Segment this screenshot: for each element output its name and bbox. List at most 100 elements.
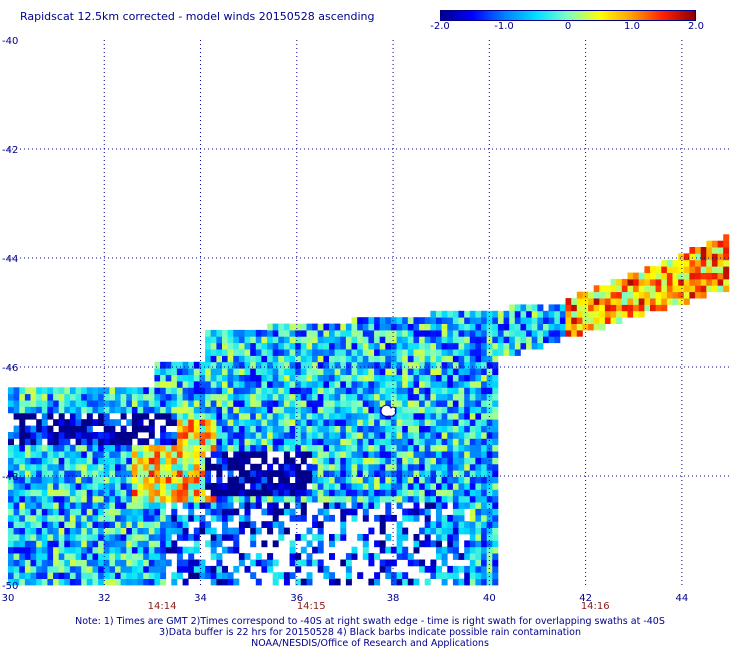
wind-cell — [616, 298, 623, 305]
wind-cell — [599, 310, 606, 318]
wind-cell — [306, 336, 313, 344]
wind-cell — [272, 438, 279, 446]
wind-cell — [351, 400, 358, 407]
wind-cell — [430, 387, 437, 395]
wind-cell — [154, 451, 161, 458]
wind-cell — [98, 508, 105, 516]
wind-cell — [216, 502, 223, 509]
wind-cell — [486, 361, 493, 369]
wind-cell — [92, 451, 99, 458]
wind-cell — [390, 323, 397, 331]
wind-cell — [452, 444, 459, 452]
wind-cell — [13, 444, 20, 452]
wind-cell — [306, 349, 313, 356]
wind-cell — [351, 438, 358, 446]
wind-cell — [109, 572, 116, 579]
wind-cell — [300, 438, 307, 446]
wind-cell — [222, 457, 228, 465]
wind-cell — [53, 540, 60, 548]
wind-cell — [396, 572, 403, 579]
wind-cell — [396, 534, 403, 541]
wind-cell — [374, 572, 381, 579]
wind-cell — [143, 527, 150, 535]
wind-cell — [30, 521, 37, 528]
wind-cell — [238, 342, 245, 350]
wind-cell — [81, 546, 88, 554]
wind-cell — [413, 495, 420, 503]
wind-cell — [385, 381, 392, 388]
wind-cell — [469, 329, 476, 337]
wind-cell — [678, 285, 685, 293]
wind-cell — [272, 381, 279, 388]
wind-cell — [723, 266, 730, 273]
wind-cell — [86, 476, 93, 484]
wind-cell — [604, 291, 611, 299]
wind-cell — [41, 534, 48, 541]
wind-cell — [436, 565, 442, 573]
wind-cell — [711, 247, 718, 254]
wind-cell — [469, 514, 476, 522]
wind-cell — [306, 451, 313, 458]
wind-cell — [317, 361, 324, 369]
wind-cell — [92, 534, 99, 541]
wind-cell — [379, 381, 386, 388]
wind-cell — [526, 329, 533, 337]
wind-cell — [109, 508, 116, 516]
wind-cell — [267, 553, 274, 560]
wind-cell — [362, 412, 369, 420]
wind-cell — [120, 559, 127, 567]
wind-cell — [503, 329, 510, 337]
wind-cell — [109, 565, 116, 573]
wind-cell — [402, 514, 409, 522]
wind-cell — [131, 406, 138, 414]
wind-cell — [19, 406, 26, 414]
wind-cell — [30, 495, 37, 503]
wind-cell — [261, 342, 268, 350]
wind-cell — [419, 463, 426, 471]
wind-cell — [323, 393, 330, 401]
wind-cell — [413, 470, 420, 477]
wind-cell — [233, 349, 240, 356]
wind-cell — [323, 342, 330, 350]
wind-cell — [24, 444, 31, 452]
wind-cell — [481, 559, 488, 567]
wind-cell — [58, 432, 65, 439]
wind-cell — [255, 444, 262, 452]
wind-cell — [379, 329, 386, 337]
wind-cell — [283, 527, 290, 535]
wind-cell — [115, 508, 121, 516]
wind-cell — [182, 546, 189, 554]
wind-cell — [86, 463, 93, 471]
wind-cell — [357, 342, 364, 350]
wind-cell — [317, 355, 324, 363]
wind-cell — [368, 470, 375, 477]
wind-cell — [396, 553, 403, 560]
wind-cell — [154, 393, 161, 401]
wind-cell — [458, 553, 465, 560]
wind-cell — [537, 310, 544, 318]
wind-cell — [53, 534, 60, 541]
wind-cell — [458, 355, 465, 363]
wind-cell — [64, 521, 71, 528]
wind-cell — [182, 432, 189, 439]
wind-cell — [53, 508, 60, 516]
wind-cell — [655, 272, 662, 280]
wind-cell — [171, 400, 178, 407]
wind-cell — [486, 432, 493, 439]
wind-cell — [402, 508, 409, 516]
wind-cell — [469, 342, 476, 350]
wind-cell — [148, 393, 155, 401]
wind-cell — [126, 559, 133, 567]
wind-cell — [711, 253, 718, 261]
wind-cell — [165, 483, 172, 490]
wind-cell — [396, 502, 403, 509]
x-tick-label: 36 — [290, 593, 303, 604]
wind-cell — [447, 438, 454, 446]
wind-cell — [272, 374, 279, 382]
wind-cell — [92, 495, 99, 503]
wind-cell — [452, 521, 459, 528]
wind-cell — [334, 476, 341, 484]
wind-cell — [30, 463, 37, 471]
wind-cell — [75, 565, 82, 573]
wind-cell — [188, 412, 195, 420]
